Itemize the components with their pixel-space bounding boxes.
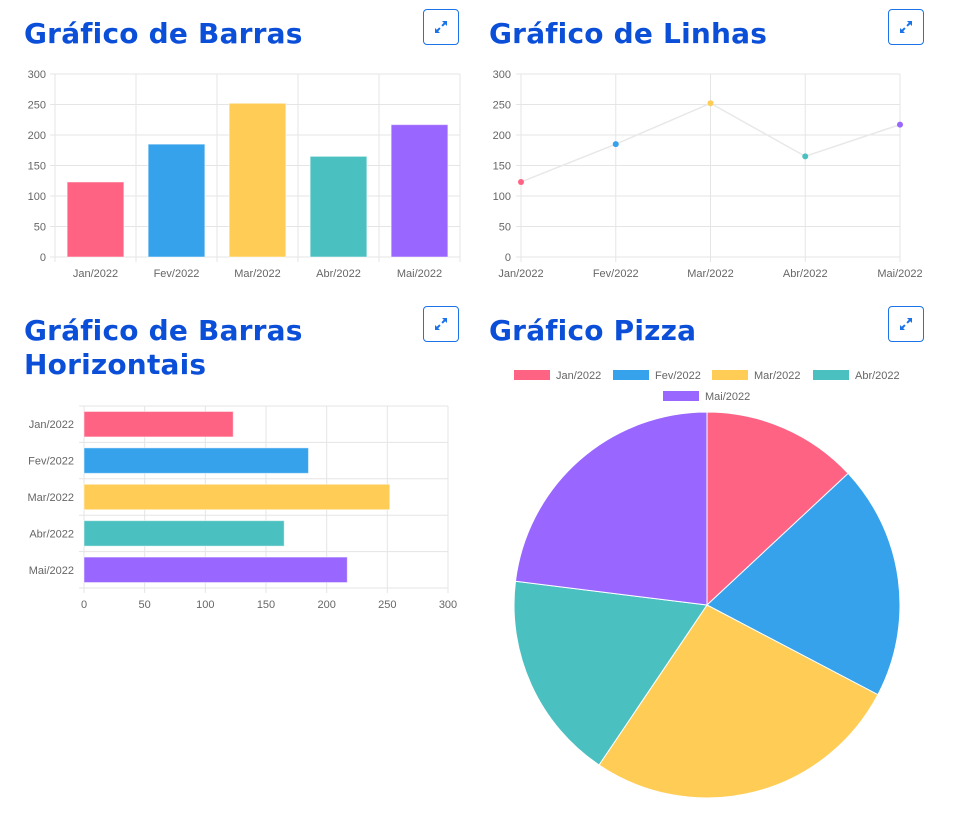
x-tick-label: Mai/2022 [877,268,922,280]
pie-slice [706,472,901,696]
bar-chart-expand-button[interactable] [423,9,459,45]
y-tick-label: 200 [28,130,46,142]
legend-label: Fev/2022 [655,370,701,382]
legend-label: Mai/2022 [705,391,750,403]
bar [228,102,287,258]
y-tick-label: 150 [493,161,511,173]
bar-chart: 0 50 100 150 200 250 300 Jan/2022 Fev/2022 Mar/20… [28,69,461,280]
x-tick-label: 150 [257,599,275,611]
y-tick-label: Mar/2022 [28,492,74,504]
y-tick-label: Fev/2022 [28,456,74,468]
bar [147,143,206,258]
x-tick-label: Mar/2022 [687,268,733,280]
bar [83,520,285,547]
y-tick-label: 100 [28,191,46,203]
line-chart-expand-button[interactable] [888,9,924,45]
data-point [707,100,714,107]
bar [309,155,368,258]
bar [83,556,348,584]
pie-chart-title: Gráfico Pizza [489,314,697,347]
bar [66,181,125,258]
x-tick-label: Jan/2022 [73,268,118,280]
pie-slice [706,411,849,607]
y-tick-label: 300 [28,69,46,81]
data-point [802,153,809,160]
y-tick-label: Abr/2022 [29,528,74,540]
bar [390,124,449,258]
horizontal-bar-chart: 0 50 100 150 200 250 300 Jan/2022 Fev/2022 Mar/20… [28,405,457,611]
legend-swatch [663,391,699,401]
y-tick-label: 200 [493,130,511,142]
legend-swatch [813,370,849,380]
line-chart: 0 50 100 150 200 250 300 Jan/2022 Fev/2022 Mar/20… [493,69,923,280]
bar [83,483,391,511]
x-tick-label: 50 [139,599,151,611]
horizontal-bar-chart-title: Gráfico de Barras Horizontais [24,314,303,381]
y-tick-label: 250 [493,100,511,112]
data-point [518,178,524,185]
x-tick-label: 200 [317,599,335,611]
y-tick-label: 150 [28,161,46,173]
pie-slice [514,411,708,606]
data-point [897,121,903,128]
x-tick-label: 250 [378,599,396,611]
x-tick-label: Mar/2022 [234,268,280,280]
y-tick-label: 0 [40,252,46,264]
y-tick-label: 0 [505,252,511,264]
pie-chart-expand-button[interactable] [888,306,924,342]
pie-slice [598,604,879,799]
expand-arrows-icon [900,318,912,330]
bar [83,410,234,438]
pie-chart: Jan/2022 Fev/2022 Mar/2022 Abr/2022 Mai/2022 [513,370,901,799]
line-chart-title: Gráfico de Linhas [489,17,768,50]
bar-chart-title: Gráfico de Barras [24,17,303,50]
x-tick-label: Abr/2022 [316,268,361,280]
horizontal-bar-chart-expand-button[interactable] [423,306,459,342]
legend-swatch [613,370,649,380]
legend-swatch [514,370,550,380]
y-tick-label: Mai/2022 [29,565,74,577]
legend-label: Abr/2022 [855,370,900,382]
x-tick-label: Fev/2022 [593,268,639,280]
legend-label: Mar/2022 [754,370,800,382]
y-tick-label: 300 [493,69,511,81]
expand-arrows-icon [900,21,912,33]
y-tick-label: 50 [34,222,46,234]
legend-swatch [712,370,748,380]
expand-arrows-icon [435,318,447,330]
pie-slice [513,580,708,766]
x-tick-label: 300 [439,599,457,611]
y-tick-label: 100 [493,191,511,203]
y-tick-label: 250 [28,100,46,112]
legend-label: Jan/2022 [556,370,601,382]
x-tick-label: Fev/2022 [154,268,200,280]
x-tick-label: Jan/2022 [498,268,543,280]
x-tick-label: Mai/2022 [397,268,442,280]
x-tick-label: Abr/2022 [783,268,828,280]
y-tick-label: Jan/2022 [29,419,74,431]
y-tick-label: 50 [499,222,511,234]
x-tick-label: 100 [196,599,214,611]
bar [83,447,309,474]
data-point [612,141,619,148]
expand-arrows-icon [435,21,447,33]
x-tick-label: 0 [81,599,87,611]
